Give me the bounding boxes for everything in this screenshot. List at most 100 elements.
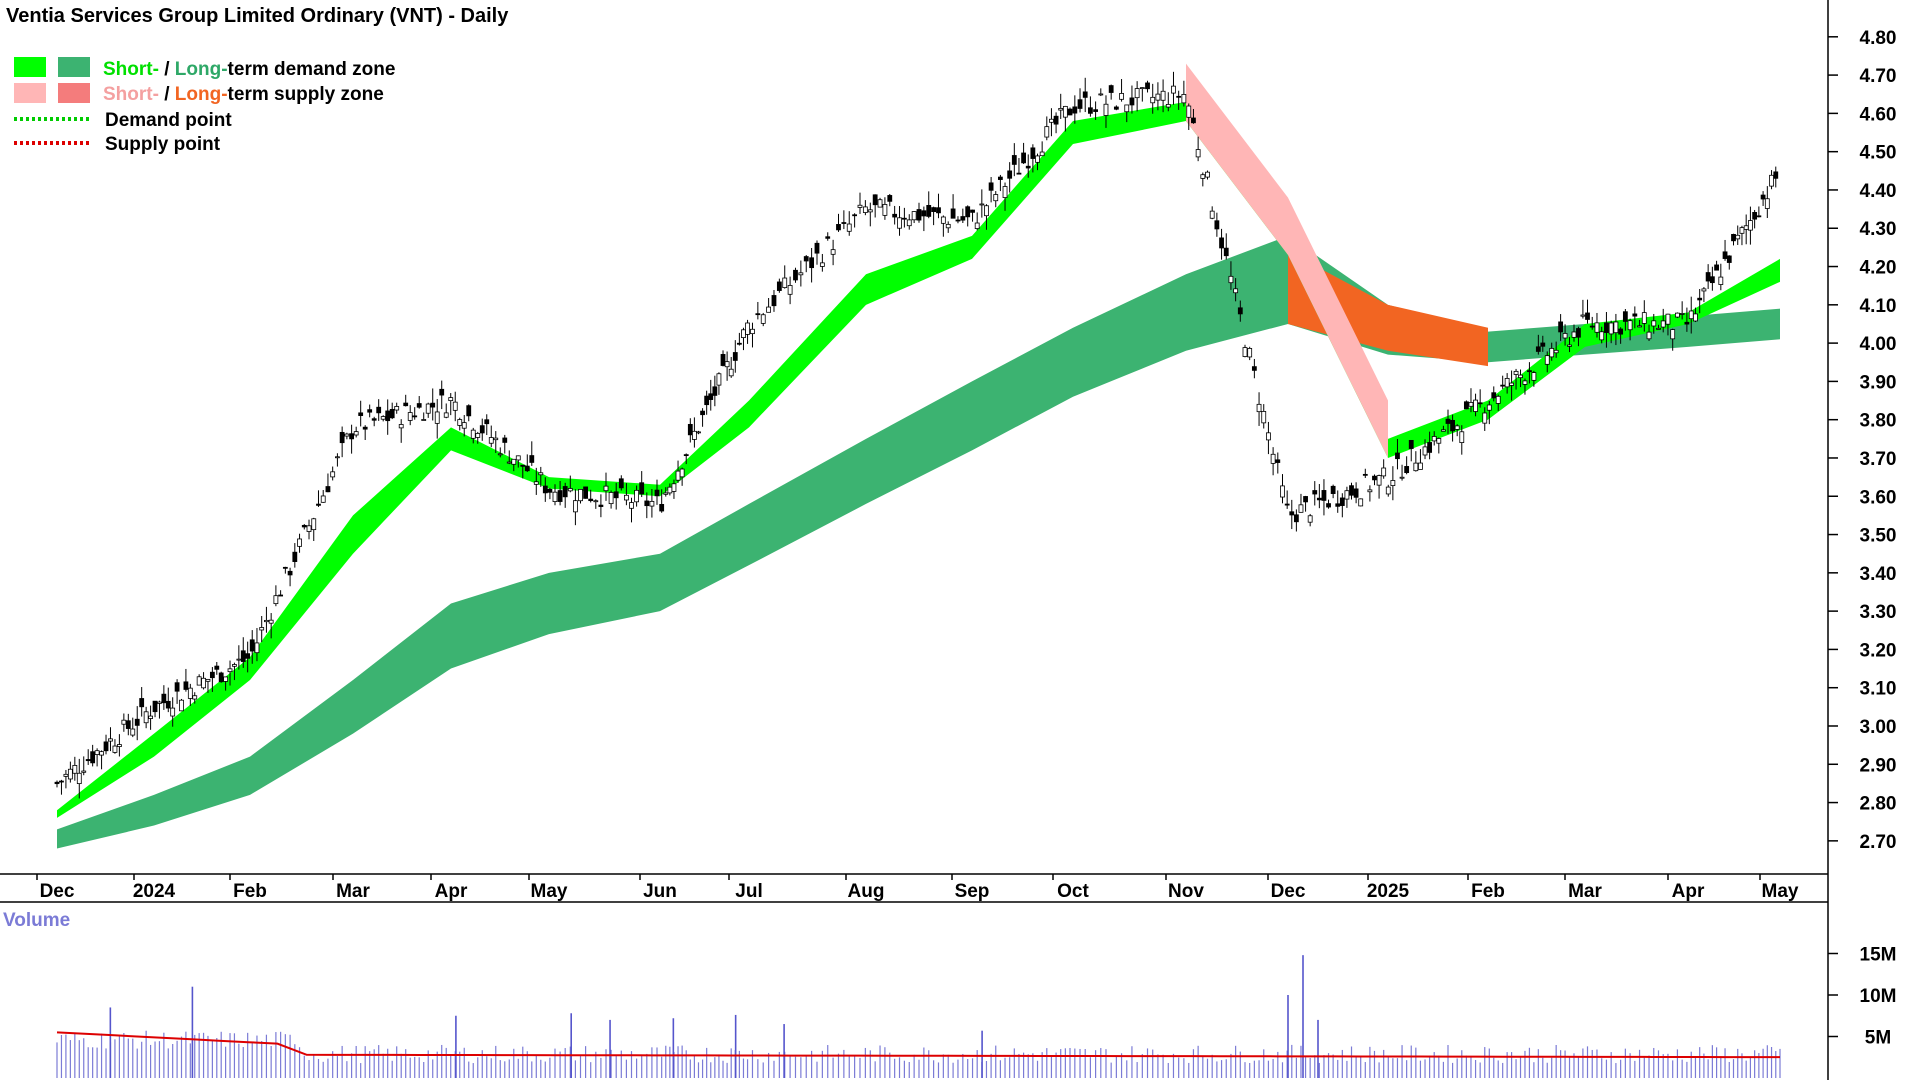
- candle-body: [1589, 325, 1595, 328]
- candle-body: [389, 409, 395, 419]
- candle-body: [264, 619, 269, 623]
- candle-body: [330, 471, 336, 478]
- candle-body: [1251, 366, 1257, 371]
- candle-body: [1275, 459, 1281, 463]
- candle-body: [1362, 473, 1368, 476]
- candle-body: [1722, 251, 1728, 259]
- time-tick-label: Apr: [1672, 881, 1705, 902]
- candle-body: [103, 741, 109, 752]
- short-term-zone-layer: [57, 63, 1780, 818]
- time-tick-label: Dec: [40, 881, 75, 902]
- candle-body: [538, 472, 544, 476]
- candle-body: [1641, 312, 1647, 324]
- candle-body: [1312, 490, 1318, 495]
- candle-body: [988, 182, 994, 191]
- candle-body: [1562, 333, 1568, 339]
- candle-body: [1381, 467, 1387, 477]
- candle-body: [249, 639, 255, 652]
- candle-body: [273, 595, 279, 605]
- candle-body: [1513, 370, 1519, 375]
- candle-body: [745, 322, 750, 335]
- candle-body: [687, 423, 693, 436]
- candle-body: [1289, 511, 1295, 516]
- candle-body: [461, 422, 467, 429]
- candle-body: [1656, 327, 1661, 330]
- candlestick-layer: [54, 71, 1779, 799]
- long-term-demand-zone: [57, 235, 1780, 849]
- candle-body: [1035, 155, 1040, 163]
- chart-frame: [0, 0, 1829, 1080]
- candle-body: [997, 176, 1003, 180]
- candle-body: [852, 214, 858, 217]
- price-tick-label: 4.10: [1860, 296, 1897, 317]
- candle-body: [916, 209, 922, 221]
- legend-demand-zone: Short- / Long-term demand zone: [14, 57, 395, 80]
- candle-body: [634, 489, 639, 503]
- candle-body: [1390, 480, 1396, 486]
- chart-title: Ventia Services Group Limited Ordinary (…: [6, 5, 509, 27]
- candle-body: [1062, 105, 1068, 118]
- candle-body: [1280, 485, 1285, 498]
- candle-body: [984, 205, 989, 217]
- candle-body: [901, 217, 907, 220]
- legend-swatch-short-supply: [14, 83, 46, 103]
- candle-body: [452, 401, 458, 411]
- candle-body: [1651, 320, 1657, 327]
- candle-body: [439, 388, 445, 396]
- candle-body: [1266, 432, 1271, 441]
- candle-body: [161, 693, 167, 704]
- candle-body: [1613, 321, 1619, 334]
- candle-body: [59, 780, 64, 783]
- candle-body: [1058, 107, 1064, 111]
- candle-body: [1553, 349, 1559, 354]
- candle-body: [1011, 155, 1017, 165]
- candle-body: [887, 195, 893, 202]
- candle-body: [736, 342, 742, 345]
- candle-body: [1145, 82, 1150, 90]
- candle-body: [825, 236, 831, 239]
- candle-body: [196, 676, 202, 686]
- candle-body: [639, 482, 645, 495]
- candle-body: [1344, 490, 1350, 500]
- candle-body: [906, 219, 912, 227]
- candle-body: [675, 470, 681, 481]
- candle-body: [1558, 321, 1564, 333]
- candle-body: [897, 217, 902, 229]
- candle-body: [320, 495, 326, 503]
- candle-body: [1627, 320, 1633, 331]
- candle-body: [1665, 313, 1671, 325]
- candle-body: [926, 204, 932, 217]
- candle-body: [524, 465, 530, 472]
- candle-body: [970, 209, 975, 213]
- candle-body: [1261, 411, 1267, 424]
- candle-body: [603, 485, 609, 492]
- candle-body: [403, 402, 409, 407]
- candle-body: [724, 361, 730, 368]
- candle-body: [921, 210, 927, 217]
- candle-body: [1622, 311, 1628, 322]
- candle-body: [301, 524, 307, 528]
- candle-body: [931, 207, 937, 212]
- candle-body: [1522, 380, 1528, 385]
- candle-body: [760, 314, 766, 324]
- candle-body: [236, 658, 242, 661]
- candle-body: [1705, 272, 1711, 282]
- candle-body: [470, 429, 476, 439]
- candle-body: [1500, 384, 1506, 387]
- candle-body: [306, 525, 312, 532]
- candle-body: [502, 437, 508, 443]
- candle-body: [1491, 392, 1497, 399]
- candle-body: [416, 403, 422, 408]
- candle-body: [1495, 395, 1501, 404]
- candle-body: [1693, 313, 1698, 322]
- candle-body: [493, 437, 499, 441]
- candle-body: [205, 678, 211, 682]
- price-tick-label: 3.70: [1860, 449, 1897, 470]
- candle-body: [385, 410, 391, 422]
- candle-body: [803, 256, 809, 262]
- price-tick-label: 4.30: [1860, 219, 1897, 240]
- candle-body: [1044, 126, 1050, 138]
- candle-body: [112, 745, 118, 753]
- price-tick-label: 2.90: [1860, 755, 1897, 776]
